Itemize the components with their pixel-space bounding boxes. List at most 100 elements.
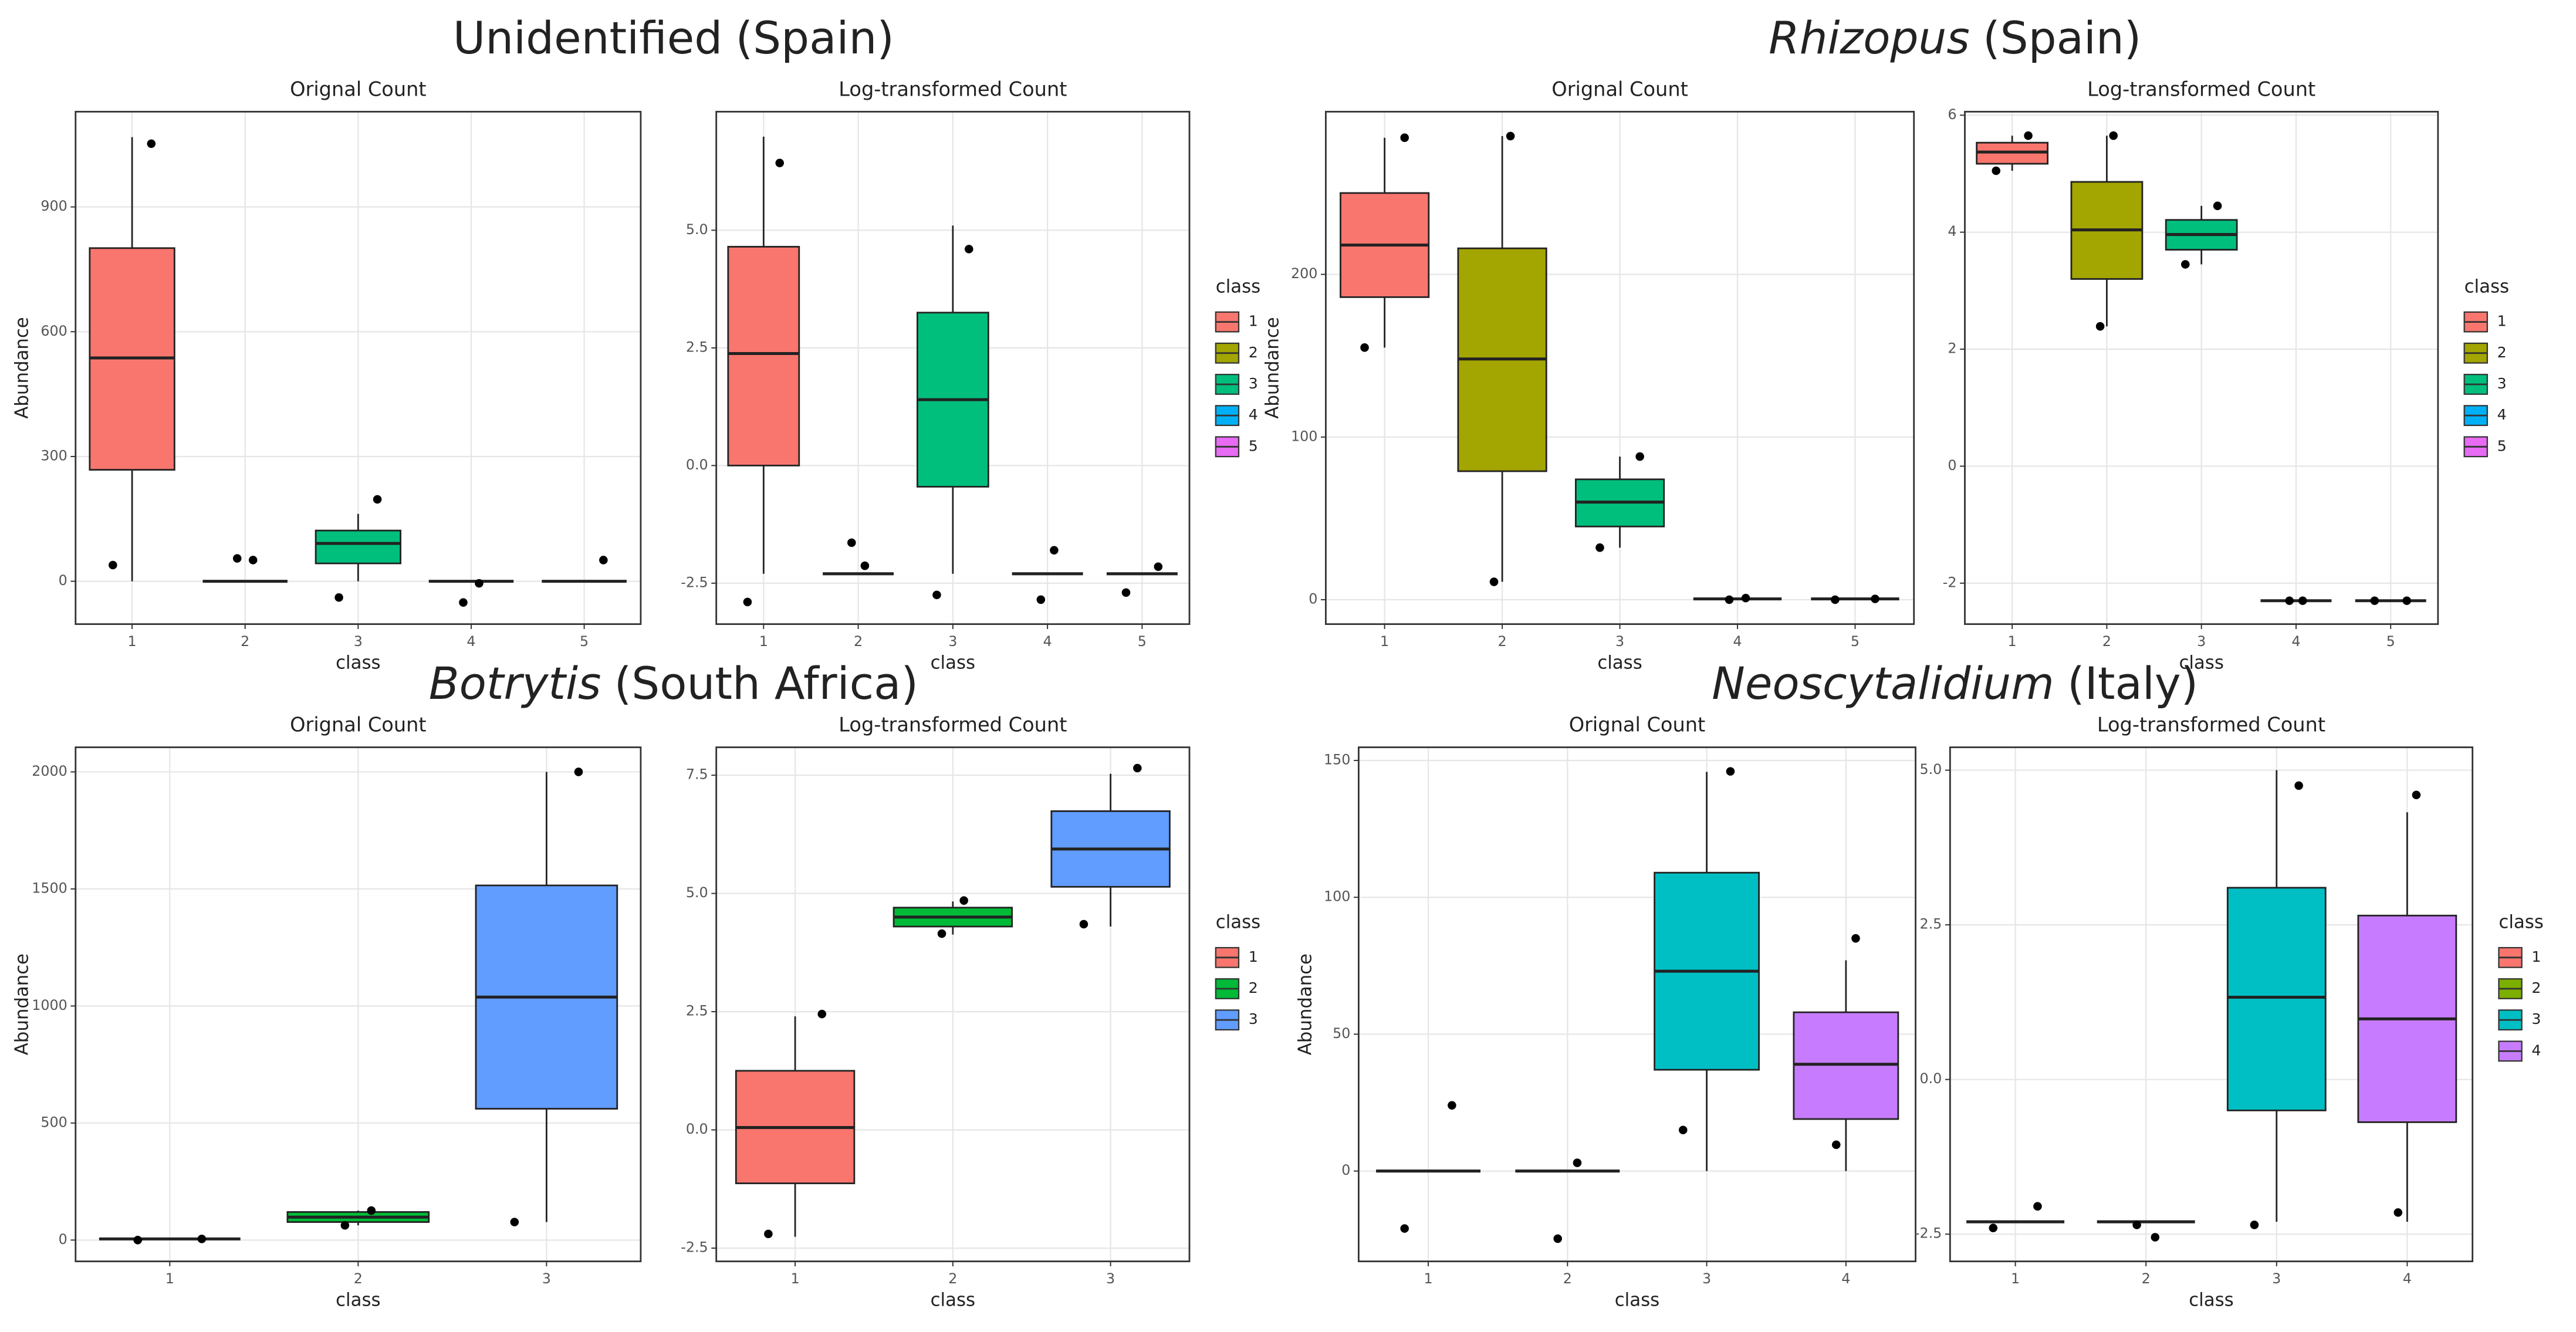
data-point	[109, 560, 117, 570]
data-point	[2181, 260, 2190, 269]
x-tick-label: 4	[1043, 633, 1052, 650]
data-point	[2250, 1221, 2259, 1229]
legend-label: 3	[2531, 1010, 2541, 1027]
x-tick-label: 3	[1106, 1270, 1115, 1287]
x-tick-label: 4	[2291, 633, 2300, 650]
y-axis-label: Abundance	[12, 317, 33, 418]
box	[727, 246, 800, 466]
y-tick-label: 5.0	[1919, 761, 1942, 777]
data-point	[1036, 595, 1046, 604]
data-point	[147, 139, 156, 148]
legend-label: 1	[1249, 948, 1258, 965]
data-point	[2402, 596, 2411, 606]
legend-title: class	[1216, 912, 1260, 933]
y-tick-label: 200	[1291, 265, 1317, 282]
data-point	[1992, 166, 2000, 175]
data-point	[1725, 595, 1734, 604]
plot-background	[1358, 747, 1916, 1262]
data-point	[2033, 1202, 2042, 1211]
legend-label: 1	[2531, 948, 2541, 965]
data-point	[1360, 343, 1369, 352]
x-tick-label: 5	[2386, 633, 2395, 650]
y-tick-label: 2000	[32, 763, 67, 779]
x-axis-label: class	[336, 1289, 380, 1310]
legend-label: 1	[1249, 313, 1258, 330]
y-tick-label: 0	[1948, 457, 1956, 474]
legend-label: 2	[1249, 979, 1258, 996]
x-tick-label: 1	[791, 1270, 800, 1287]
data-point	[2024, 131, 2033, 140]
data-point	[1506, 131, 1515, 141]
legend-title: class	[2499, 912, 2543, 933]
x-tick-label: 3	[2197, 633, 2206, 650]
legend-title: class	[1216, 276, 1260, 297]
y-tick-label: 0	[59, 572, 67, 589]
y-tick-label: 0.0	[1919, 1070, 1942, 1087]
y-tick-label: -2	[1943, 574, 1957, 590]
x-tick-label: 4	[466, 633, 475, 650]
legend-label: 4	[2531, 1042, 2541, 1059]
x-tick-label: 3	[542, 1270, 551, 1287]
y-tick-label: 100	[1324, 888, 1350, 905]
subplot-title: Log-transformed Count	[839, 77, 1067, 100]
data-point	[1573, 1158, 1582, 1167]
subplot-title: Orignal Count	[1551, 77, 1688, 100]
data-point	[2298, 596, 2307, 606]
x-tick-label: 1	[2008, 633, 2017, 650]
data-point	[2151, 1233, 2160, 1242]
x-tick-label: 1	[128, 633, 137, 650]
title-part: (Spain)	[736, 12, 894, 63]
title-part: Botrytis	[429, 657, 601, 709]
panel-title: Botrytis (South Africa)	[429, 657, 918, 709]
x-tick-label: 4	[1733, 633, 1742, 650]
data-point	[2412, 790, 2421, 800]
data-point	[959, 896, 968, 905]
legend-label: 1	[2497, 313, 2507, 330]
box	[315, 529, 401, 564]
x-tick-label: 4	[2403, 1270, 2412, 1287]
legend-label: 3	[1249, 375, 1258, 392]
x-tick-label: 2	[2102, 633, 2111, 650]
x-tick-label: 3	[2272, 1270, 2281, 1287]
panel-title: Unidentified (Spain)	[453, 12, 894, 63]
data-point	[1678, 1125, 1688, 1134]
subplot-title: Orignal Count	[290, 77, 426, 100]
data-point	[847, 538, 856, 547]
panel-title: Neoscytalidium (Italy)	[1712, 657, 2198, 709]
data-point	[764, 1229, 773, 1239]
y-tick-label: 1500	[32, 880, 67, 896]
data-point	[1133, 763, 1142, 773]
subplot-title: Log-transformed Count	[2087, 77, 2315, 100]
subplot-title: Log-transformed Count	[2097, 714, 2325, 736]
data-point	[1079, 919, 1088, 929]
data-point	[1448, 1101, 1456, 1110]
x-axis-label: class	[931, 652, 975, 673]
data-point	[964, 245, 973, 253]
y-tick-label: 100	[1291, 428, 1317, 444]
x-axis-label: class	[1597, 652, 1642, 673]
y-tick-label: 0	[59, 1231, 67, 1248]
data-point	[1121, 588, 1131, 597]
y-tick-label: -2.5	[681, 574, 708, 590]
x-axis-label: class	[2189, 1289, 2233, 1310]
data-point	[197, 1235, 207, 1243]
y-tick-label: -2.5	[681, 1239, 708, 1256]
data-point	[2285, 596, 2294, 606]
data-point	[2394, 1208, 2403, 1217]
data-point	[1741, 593, 1750, 603]
y-tick-label: 2.5	[686, 1003, 708, 1019]
plot-border	[715, 746, 1191, 1263]
data-point	[1635, 452, 1644, 461]
x-tick-label: 1	[1380, 633, 1389, 650]
data-point	[248, 556, 258, 564]
y-tick-label: 50	[1333, 1025, 1350, 1042]
x-tick-label: 2	[354, 1270, 363, 1287]
x-tick-label: 2	[854, 633, 863, 650]
data-point	[373, 495, 382, 504]
data-point	[1989, 1223, 1998, 1232]
x-tick-label: 5	[1138, 633, 1147, 650]
y-tick-label: 0	[1309, 591, 1317, 607]
plot-border	[75, 746, 642, 1263]
y-tick-label: -2.5	[1915, 1225, 1942, 1242]
y-tick-label: 0.0	[686, 1121, 708, 1137]
